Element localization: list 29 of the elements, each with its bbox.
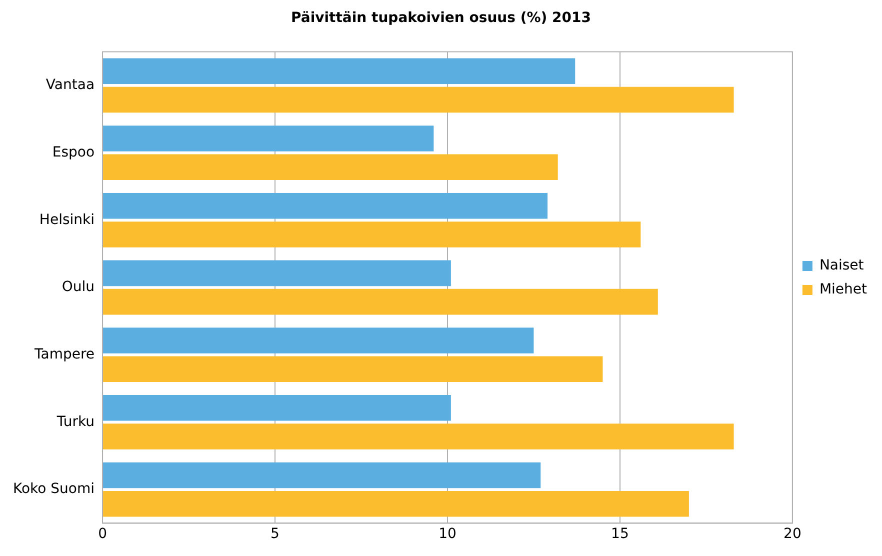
bar [103, 154, 558, 180]
y-tick-label: Helsinki [39, 212, 95, 228]
y-tick-label: Vantaa [46, 77, 95, 94]
x-tick-label: 0 [98, 526, 107, 542]
bar [103, 462, 541, 488]
bar [103, 394, 451, 421]
x-tick-label: 5 [270, 526, 280, 542]
x-tick-label: 15 [611, 526, 629, 542]
y-tick-label: Turku [56, 414, 95, 430]
x-tick-label: 20 [784, 526, 802, 542]
bar [103, 490, 689, 517]
bar [103, 260, 451, 286]
legend-label: Miehet [819, 282, 868, 298]
bar [103, 126, 434, 152]
bar [103, 424, 734, 450]
y-tick-label: Koko Suomi [12, 481, 95, 498]
y-tick-label: Oulu [62, 279, 95, 296]
bar [103, 58, 576, 84]
bar [103, 356, 603, 382]
x-tick-label: 10 [438, 526, 456, 542]
bar [103, 288, 658, 315]
y-tick-label: Espoo [52, 144, 95, 160]
bar [103, 86, 734, 113]
y-tick-label: Tampere [34, 346, 95, 362]
bar [103, 222, 641, 248]
legend-label: Naiset [819, 258, 864, 274]
bar [103, 192, 548, 219]
bar [103, 328, 534, 354]
chart-title: Päivittäin tupakoivien osuus (%) 2013 [290, 10, 592, 26]
